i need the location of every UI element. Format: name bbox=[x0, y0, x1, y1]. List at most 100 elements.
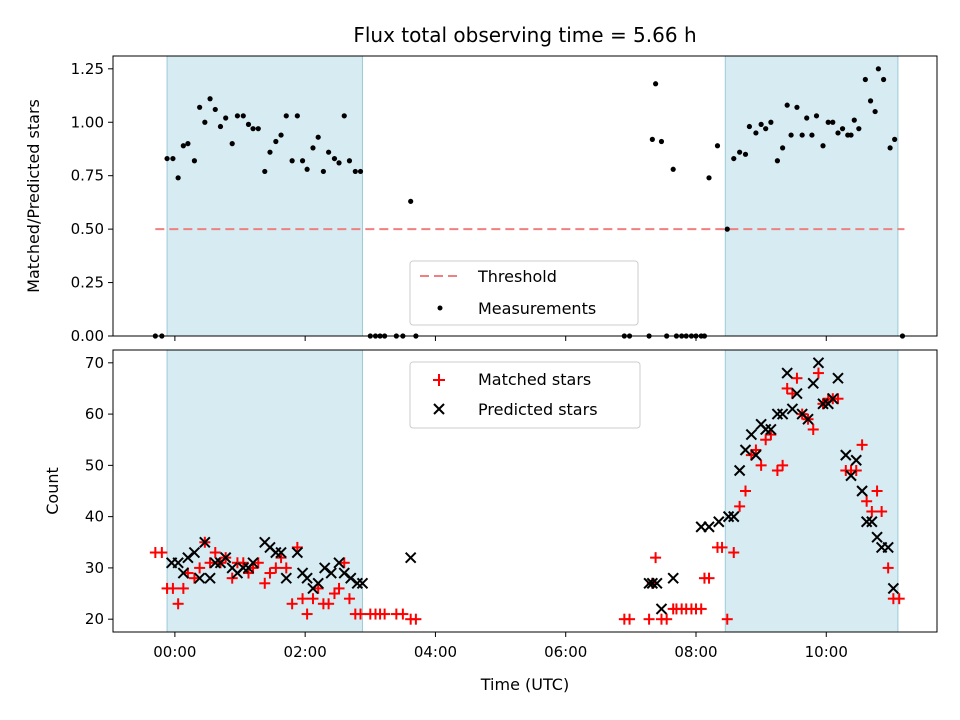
top-legend: Threshold Measurements bbox=[409, 260, 639, 326]
measurement-point bbox=[326, 149, 332, 155]
bottom-shaded-regions bbox=[166, 349, 899, 633]
shaded-region bbox=[724, 55, 899, 337]
measurement-point bbox=[357, 168, 364, 175]
measurement-point bbox=[336, 160, 342, 166]
predicted-star-point bbox=[172, 557, 184, 569]
measurement-point bbox=[867, 98, 874, 104]
measurement-point bbox=[875, 66, 881, 72]
measurement-point bbox=[835, 130, 841, 136]
legend-threshold-label: Threshold bbox=[477, 267, 557, 286]
matched-star-point bbox=[188, 572, 200, 584]
measurement-point bbox=[794, 104, 800, 110]
shaded-region bbox=[166, 349, 363, 633]
matched-star-point bbox=[338, 557, 350, 569]
bottom-axes-frame bbox=[112, 349, 938, 633]
predicted-star-point bbox=[840, 449, 852, 461]
measurement-point bbox=[768, 119, 774, 125]
predicted-star-point bbox=[270, 546, 282, 559]
measurement-point bbox=[737, 149, 743, 155]
measurement-point bbox=[830, 119, 836, 125]
predicted-star-point bbox=[750, 449, 762, 461]
matched-star-point bbox=[850, 464, 862, 476]
predicted-star-point bbox=[733, 464, 746, 477]
top-axes-frame bbox=[112, 55, 938, 337]
measurement-point bbox=[304, 166, 310, 172]
matched-star-point bbox=[275, 552, 287, 564]
measurement-point bbox=[180, 143, 186, 149]
matched-star-point bbox=[703, 572, 715, 584]
matched-star-point bbox=[876, 506, 888, 518]
measurement-point bbox=[202, 119, 208, 125]
matched-star-point bbox=[252, 557, 264, 569]
measurement-point bbox=[341, 113, 347, 119]
predicted-star-point bbox=[807, 377, 819, 390]
shaded-region bbox=[724, 349, 899, 633]
predicted-star-point bbox=[404, 551, 417, 564]
measurement-point bbox=[799, 132, 805, 138]
bottom-panel: 20 30 40 50 60 70 00:00 02:00 04:00 06:00 08:00 10… bbox=[43, 349, 938, 694]
matched-star-point bbox=[355, 608, 367, 620]
matched-star-point bbox=[209, 547, 221, 559]
measurement-point bbox=[758, 121, 764, 127]
predicted-star-point bbox=[802, 413, 814, 425]
predicted-star-point bbox=[845, 469, 857, 482]
matched-star-point bbox=[280, 562, 292, 574]
matched-star-point bbox=[624, 613, 636, 625]
y-tick-label: 20 bbox=[85, 610, 104, 628]
predicted-star-point bbox=[655, 603, 668, 615]
measurement-point bbox=[658, 138, 665, 145]
matched-star-point bbox=[893, 593, 905, 605]
legend-measurements-swatch bbox=[437, 305, 443, 311]
matched-star-point bbox=[643, 613, 655, 625]
predicted-star-points bbox=[165, 357, 900, 615]
predicted-star-point bbox=[703, 521, 715, 533]
measurement-point bbox=[774, 158, 781, 164]
matched-star-point bbox=[312, 582, 324, 594]
predicted-star-point bbox=[856, 485, 868, 497]
measurement-point bbox=[185, 141, 191, 147]
y-tick-label: 0.25 bbox=[71, 274, 104, 292]
measurement-point bbox=[724, 226, 730, 232]
measurement-point bbox=[229, 141, 235, 147]
measurement-point bbox=[670, 166, 676, 172]
matched-star-point bbox=[832, 393, 844, 405]
measurement-point bbox=[820, 143, 826, 149]
x-tick-label: 02:00 bbox=[284, 643, 327, 661]
matched-star-point bbox=[264, 567, 276, 579]
matched-star-point bbox=[379, 608, 391, 620]
measurement-point bbox=[170, 155, 176, 162]
matched-star-point bbox=[397, 608, 409, 620]
matched-star-point bbox=[177, 582, 189, 594]
measurement-point bbox=[283, 113, 289, 119]
measurement-point bbox=[250, 126, 256, 132]
measurement-point bbox=[240, 113, 246, 119]
measurement-point bbox=[408, 198, 414, 204]
predicted-star-point bbox=[193, 572, 206, 584]
matched-star-point bbox=[739, 485, 751, 497]
measurement-point bbox=[207, 96, 213, 102]
bottom-legend-box bbox=[409, 361, 641, 429]
measurement-point bbox=[294, 113, 300, 119]
measurement-point bbox=[809, 132, 815, 138]
predicted-star-point bbox=[651, 577, 663, 589]
predicted-star-point bbox=[351, 577, 363, 589]
matched-star-point bbox=[791, 372, 803, 384]
measurement-point bbox=[804, 115, 810, 121]
measurement-point bbox=[746, 123, 753, 130]
matched-star-point bbox=[695, 603, 707, 615]
predicted-star-point bbox=[237, 562, 249, 574]
predicted-star-point bbox=[188, 546, 201, 559]
predicted-star-point bbox=[275, 546, 287, 559]
predicted-star-point bbox=[713, 516, 725, 528]
predicted-star-point bbox=[333, 557, 345, 569]
measurement-point bbox=[267, 149, 273, 155]
matched-star-point bbox=[167, 582, 179, 594]
y-tick-label: 60 bbox=[85, 405, 104, 423]
matched-star-point bbox=[286, 598, 298, 610]
top-y-axis-label: Matched/Predicted stars bbox=[24, 99, 43, 293]
legend-matched-swatch bbox=[433, 374, 445, 386]
top-panel: 0.00 0.25 0.50 0.75 1.00 1.25 Matched/Predict… bbox=[24, 55, 938, 345]
measurement-point bbox=[245, 121, 252, 127]
top-shaded-regions bbox=[166, 55, 899, 337]
predicted-star-point bbox=[646, 577, 659, 589]
